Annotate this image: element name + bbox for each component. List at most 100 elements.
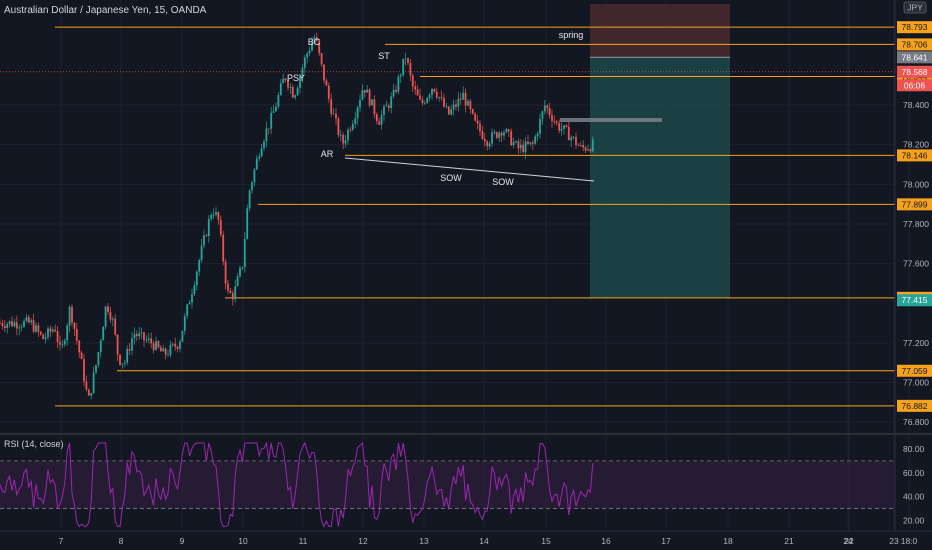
candle-body	[560, 128, 563, 131]
candle-body	[455, 104, 457, 107]
candle-body	[183, 316, 186, 331]
horizontal-levels[interactable]: 78.79378.70678.54478.14677.89977.42777.0…	[0, 21, 932, 412]
wyckoff-annotation: AR	[321, 149, 334, 159]
candle-body	[255, 158, 258, 170]
candle-body	[164, 348, 167, 355]
stop-loss-zone[interactable]	[590, 4, 730, 58]
candle-body	[270, 112, 273, 129]
candle-body	[162, 348, 165, 352]
candle-body	[15, 322, 18, 329]
x-tick-label: 9	[180, 536, 185, 546]
candle-body	[109, 312, 112, 320]
candle-body	[433, 88, 436, 92]
candle-body	[210, 214, 213, 219]
level-price-tag	[897, 399, 932, 412]
y-tick-label: 78.200	[903, 140, 929, 150]
candle-body	[25, 317, 28, 321]
candle-body	[229, 290, 232, 293]
x-tick-label: 21	[784, 536, 794, 546]
candle-body	[128, 349, 131, 351]
candle-body	[399, 75, 402, 77]
level-price-tag	[897, 38, 932, 51]
candle-body	[222, 234, 225, 262]
candle-body	[47, 328, 49, 338]
candle-body	[543, 105, 546, 112]
candle-body	[315, 37, 318, 41]
candle-body	[11, 321, 13, 327]
candle-body	[313, 37, 316, 43]
y-tick-label: 78.400	[903, 100, 929, 110]
candle-body	[522, 144, 525, 153]
wyckoff-annotation: SOW	[440, 173, 462, 183]
candle-body	[284, 78, 287, 80]
candle-body	[546, 105, 549, 108]
candle-body	[536, 133, 539, 137]
candle-body	[421, 99, 424, 104]
candle-body	[570, 137, 573, 141]
candle-body	[68, 306, 71, 326]
position-zones[interactable]	[590, 4, 730, 298]
candle-body	[63, 340, 66, 345]
level-price-tag	[897, 364, 932, 377]
candle-body	[332, 113, 335, 115]
candle-body	[61, 344, 64, 346]
candle-body	[431, 88, 433, 95]
candle-body	[193, 285, 196, 294]
candle-body	[539, 118, 541, 134]
candle-body	[299, 76, 301, 88]
candle-body	[457, 98, 460, 107]
candle-body	[488, 143, 491, 147]
y-tick-label: 77.000	[903, 377, 929, 387]
candle-body	[402, 58, 405, 76]
x-tick-label: 8	[119, 536, 124, 546]
x-tick-label: 22	[844, 536, 854, 546]
y-tick-label: 78.000	[903, 179, 929, 189]
x-tick-label: 15	[541, 536, 551, 546]
x-tick-label: 23	[889, 536, 899, 546]
candle-body	[75, 329, 78, 341]
candle-body	[111, 318, 114, 320]
descending-trend-line[interactable]	[344, 157, 595, 182]
rsi-label: RSI (14, close)	[4, 439, 64, 449]
currency-badge[interactable]: JPY	[903, 1, 927, 14]
x-tick-label: 14	[479, 536, 489, 546]
candle-body	[145, 339, 148, 341]
candle-body	[323, 64, 325, 81]
candle-body	[133, 333, 136, 339]
candle-body	[515, 141, 517, 143]
candle-body	[277, 94, 280, 107]
price-tag-label: 78.568	[902, 67, 928, 77]
take-profit-zone[interactable]	[590, 57, 730, 298]
candle-body	[572, 136, 575, 138]
level-price-label: 76.882	[902, 401, 928, 411]
spring-marker-bar[interactable]	[560, 118, 662, 122]
candle-body	[579, 144, 582, 146]
candle-body	[126, 349, 129, 363]
candle-body	[359, 99, 361, 108]
candle-body	[37, 325, 40, 332]
candle-body	[500, 132, 503, 136]
candle-body	[467, 100, 469, 106]
candle-body	[397, 76, 400, 92]
candle-body	[555, 121, 558, 123]
candle-body	[200, 245, 203, 261]
candle-body	[344, 140, 347, 144]
candle-body	[174, 343, 177, 347]
trend-lines[interactable]	[344, 118, 662, 182]
candle-body	[191, 293, 193, 303]
price-tag	[897, 294, 932, 307]
candle-body	[553, 121, 556, 123]
candle-body	[296, 87, 299, 96]
x-tick-label: 18	[723, 536, 733, 546]
candle-body	[462, 92, 465, 100]
candle-body	[56, 331, 59, 342]
candle-body	[59, 341, 61, 345]
candle-body	[73, 322, 76, 330]
candle-body	[90, 392, 93, 396]
candle-body	[450, 109, 453, 115]
candle-body	[503, 132, 505, 136]
candle-body	[584, 147, 587, 151]
candle-body	[219, 219, 222, 235]
candle-body	[35, 325, 37, 332]
